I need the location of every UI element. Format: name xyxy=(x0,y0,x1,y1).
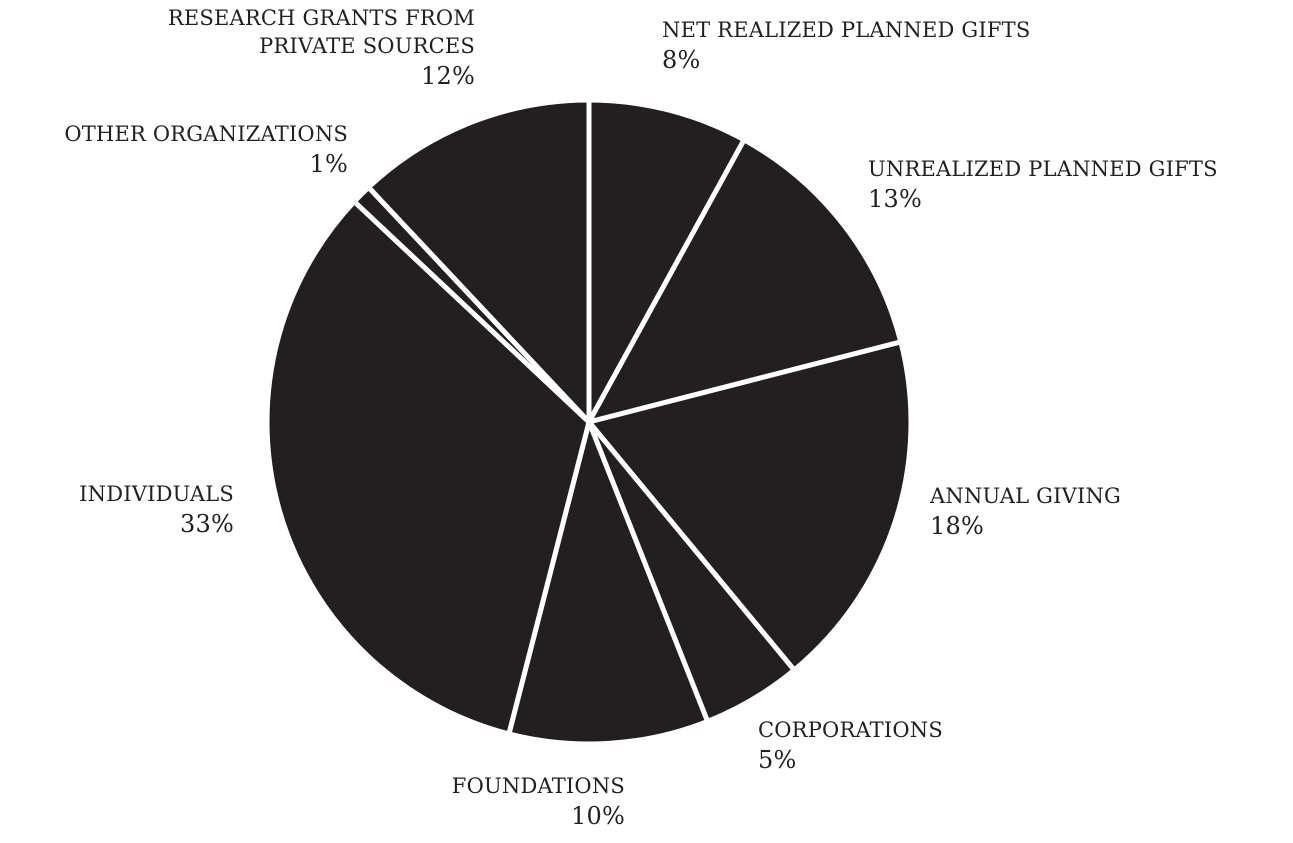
slice-percent: 18% xyxy=(930,512,984,540)
slice-name: NET REALIZED PLANNED GIFTS xyxy=(662,18,1031,42)
slice-name-line-2: PRIVATE SOURCES xyxy=(259,34,475,58)
slice-percent: 8% xyxy=(662,46,701,74)
slice-label-individuals: INDIVIDUALS 33% xyxy=(79,480,234,540)
slice-name: ANNUAL GIVING xyxy=(930,484,1122,508)
slice-percent: 12% xyxy=(421,62,475,90)
pie-slice-individuals xyxy=(264,199,592,737)
slice-label-other-organizations: OTHER ORGANIZATIONS 1% xyxy=(64,120,348,180)
slice-label-research-grants: RESEARCH GRANTS FROM PRIVATE SOURCES 12% xyxy=(168,4,475,92)
slice-percent: 33% xyxy=(180,510,234,538)
slice-name: UNREALIZED PLANNED GIFTS xyxy=(868,157,1218,181)
slice-label-foundations: FOUNDATIONS 10% xyxy=(452,772,625,832)
slice-percent: 10% xyxy=(571,802,625,830)
pie-slice-net-realized-planned-gifts xyxy=(586,97,747,425)
slice-label-corporations: CORPORATIONS 5% xyxy=(758,716,943,776)
slice-name: OTHER ORGANIZATIONS xyxy=(64,122,348,146)
slice-label-net-realized-planned-gifts: NET REALIZED PLANNED GIFTS 8% xyxy=(662,16,1030,76)
slice-percent: 5% xyxy=(758,746,797,774)
slice-label-unrealized-planned-gifts: UNREALIZED PLANNED GIFTS 13% xyxy=(868,155,1218,215)
pie-slice-research-grants-from-private-sources xyxy=(366,97,592,425)
slice-name-line-1: RESEARCH GRANTS FROM xyxy=(167,6,475,30)
slice-name: INDIVIDUALS xyxy=(79,482,234,506)
slice-label-annual-giving: ANNUAL GIVING 18% xyxy=(930,482,1121,542)
slice-percent: 1% xyxy=(309,150,348,178)
slice-name: CORPORATIONS xyxy=(758,718,943,742)
slice-percent: 13% xyxy=(868,185,922,213)
slice-name: FOUNDATIONS xyxy=(451,774,625,798)
pie-slice-annual-giving xyxy=(586,339,914,673)
pie-slice-unrealized-planned-gifts xyxy=(586,137,904,425)
pie-slice-foundations xyxy=(506,419,711,747)
